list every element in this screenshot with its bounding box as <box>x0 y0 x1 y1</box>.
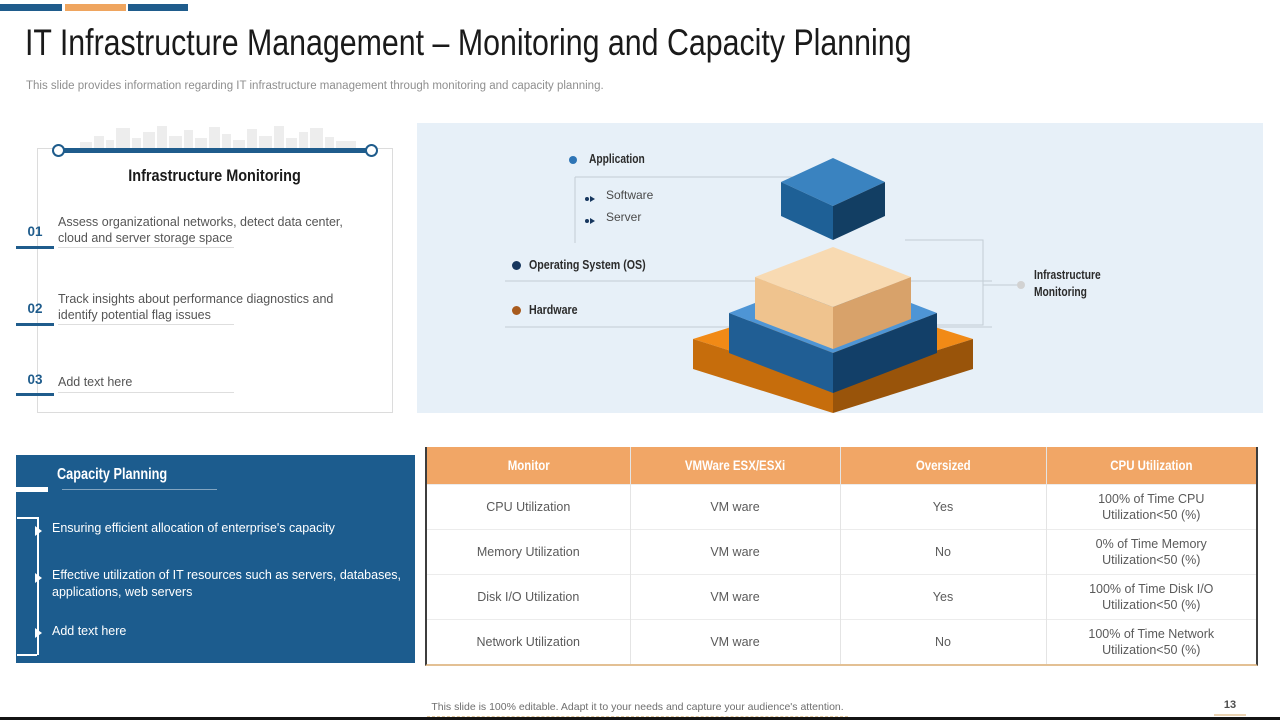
monitoring-table: Monitor VMWare ESX/ESXi Oversized CPU Ut… <box>425 447 1258 666</box>
software-label: Software <box>606 188 654 202</box>
accent-bar-blue-1 <box>0 4 62 11</box>
table-cell: No <box>839 528 1046 574</box>
table-row: Memory Utilization VM ware No 0% of Time… <box>427 528 1256 574</box>
hardware-bullet-icon <box>512 306 521 315</box>
text-underline <box>58 392 234 393</box>
accent-bar-orange <box>65 4 126 11</box>
connector-dot-icon <box>1017 281 1025 289</box>
table-row: Network Utilization VM ware No 100% of T… <box>427 618 1256 664</box>
text-underline <box>58 247 234 248</box>
server-label: Server <box>606 210 642 224</box>
monitoring-divider-line <box>56 148 372 153</box>
footer-note: This slide is 100% editable. Adapt it to… <box>431 701 844 713</box>
table-cell: CPU Utilization <box>427 483 630 529</box>
heading-dash <box>16 487 48 492</box>
os-bullet-icon <box>512 261 521 270</box>
table-cell: VM ware <box>629 573 840 619</box>
table-cell: 100% of Time CPU Utilization<50 (%) <box>1045 483 1256 529</box>
arrow-bullet-icon <box>35 573 42 583</box>
arrow-bullet-icon <box>35 526 42 536</box>
arrow-bullet-icon <box>35 628 42 638</box>
table-cell: VM ware <box>629 618 840 664</box>
bullet-bracket-line <box>37 517 39 655</box>
col-header-monitor: Monitor <box>427 447 630 484</box>
table-cell: Yes <box>839 573 1046 619</box>
capacity-item-placeholder[interactable]: Add text here <box>52 624 127 638</box>
application-bullet-icon <box>569 156 577 164</box>
table-cell: No <box>839 618 1046 664</box>
line-endpoint-circle-left <box>52 144 65 157</box>
table-cell: 100% of Time Network Utilization<50 (%) <box>1045 618 1256 664</box>
table-cell: Network Utilization <box>427 618 630 664</box>
capacity-item: Ensuring efficient allocation of enterpr… <box>52 521 335 535</box>
monitoring-item-text: Track insights about performance diagnos… <box>58 292 334 322</box>
page-number: 13 <box>1223 699 1237 711</box>
line-endpoint-circle-right <box>365 144 378 157</box>
bottom-edge-bar <box>0 717 1280 720</box>
table-row: CPU Utilization VM ware Yes 100% of Time… <box>427 483 1256 529</box>
page-title: IT Infrastructure Management – Monitorin… <box>25 22 912 63</box>
monitoring-panel <box>37 148 393 413</box>
table-cell: 100% of Time Disk I/O Utilization<50 (%) <box>1045 573 1256 619</box>
table-cell: Yes <box>839 483 1046 529</box>
monitoring-heading: Infrastructure Monitoring <box>128 166 302 185</box>
accent-bar-blue-2 <box>128 4 188 11</box>
monitoring-item-number: 02 <box>27 301 43 316</box>
pyramid-diagram-panel: Application Software Server Operating Sy… <box>417 123 1263 413</box>
col-header-vmware: VMWare ESX/ESXi <box>629 447 840 484</box>
number-underline <box>16 323 54 326</box>
number-underline <box>16 393 54 396</box>
col-header-cpu-utilization: CPU Utilization <box>1045 447 1256 484</box>
application-label: Application <box>589 152 645 166</box>
monitoring-item-number: 03 <box>27 372 43 387</box>
table-header-row: Monitor VMWare ESX/ESXi Oversized CPU Ut… <box>427 447 1256 484</box>
text-underline <box>58 324 234 325</box>
server-bullet-icon <box>585 212 595 230</box>
slide-subtitle: This slide provides information regardin… <box>26 80 604 92</box>
monitoring-item-number: 01 <box>27 224 43 239</box>
number-underline <box>16 246 54 249</box>
table-cell: VM ware <box>629 483 840 529</box>
infrastructure-monitoring-callout: Infrastructure Monitoring <box>1034 268 1101 299</box>
table-cell: Memory Utilization <box>427 528 630 574</box>
capacity-heading: Capacity Planning <box>57 466 168 483</box>
software-bullet-icon <box>585 190 595 208</box>
heading-underline <box>62 489 217 490</box>
os-label: Operating System (OS) <box>529 257 646 272</box>
table-cell: VM ware <box>629 528 840 574</box>
bullet-bracket-stub-bottom <box>17 654 37 656</box>
footer-underline <box>427 716 848 717</box>
capacity-planning-panel: Capacity Planning Ensuring efficient all… <box>16 455 415 663</box>
col-header-oversized: Oversized <box>839 447 1046 484</box>
page-number-underline <box>1214 714 1246 716</box>
pyramid-layer-application <box>781 158 885 240</box>
table-row: Disk I/O Utilization VM ware Yes 100% of… <box>427 573 1256 619</box>
monitoring-item-text: Assess organizational networks, detect d… <box>58 215 343 245</box>
table-cell: Disk I/O Utilization <box>427 573 630 619</box>
table-cell: 0% of Time Memory Utilization<50 (%) <box>1045 528 1256 574</box>
monitoring-item-text-placeholder[interactable]: Add text here <box>58 375 133 389</box>
pyramid-graphic <box>505 158 1025 413</box>
capacity-item: Effective utilization of IT resources su… <box>52 568 402 599</box>
bullet-bracket-stub-top <box>17 517 37 519</box>
hardware-label: Hardware <box>529 302 578 317</box>
pyramid-layer-software <box>755 247 911 349</box>
